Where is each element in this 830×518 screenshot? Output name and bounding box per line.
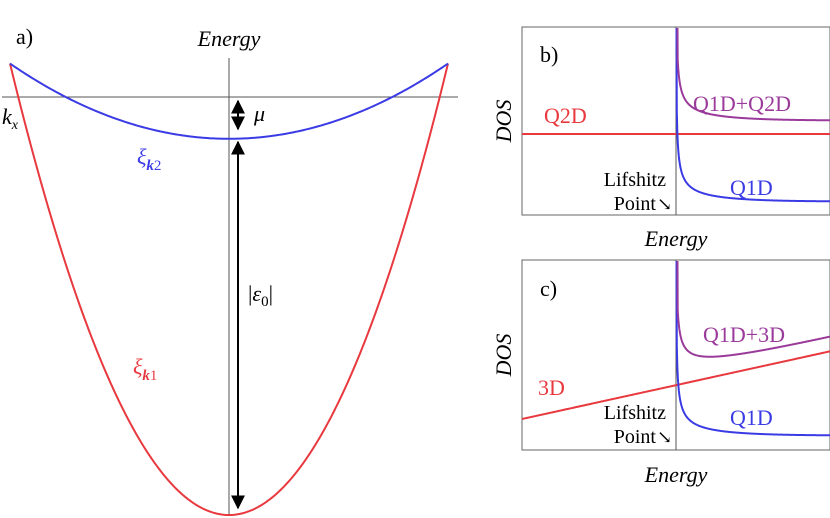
point-label-c: Point — [614, 426, 657, 448]
panel-b-ylabel: DOS — [491, 100, 516, 144]
panel-c: c) DOS Energy 3D Q1D Q1D+3D Lifshitz Poi… — [491, 259, 830, 487]
panel-a-ylabel: Energy — [197, 26, 261, 51]
panel-b-xlabel: Energy — [644, 226, 708, 251]
3d-curve — [521, 350, 830, 420]
point-arrow-b: ↘ — [657, 194, 672, 214]
q1d-curve — [675, 27, 830, 203]
lifshitz-label-b: Lifshitz — [604, 169, 666, 191]
q1d-plus-q2d-curve — [676, 27, 830, 122]
q1d-plus-q2d-label: Q1D+Q2D — [693, 91, 791, 116]
panel-a-xlabel: kx — [2, 104, 19, 133]
q2d-label: Q2D — [544, 103, 587, 128]
eps0-label: |ε0| — [248, 281, 273, 310]
panel-c-ylabel: DOS — [491, 334, 516, 378]
xi2-label: ξk2 — [137, 144, 161, 174]
xi1-label: ξk1 — [133, 354, 157, 384]
panel-a-label: a) — [16, 24, 33, 49]
3d-label: 3D — [538, 375, 565, 400]
panel-b: b) DOS Energy Q2D Q1D Q1D+Q2D Lifshitz P… — [491, 26, 830, 251]
q1d-curve-c — [675, 260, 830, 437]
panel-b-label: b) — [540, 42, 558, 67]
point-arrow-c: ↘ — [657, 427, 672, 447]
panel-a: a) Energy kx μ |ε0| ξk2 ξk1 — [2, 24, 458, 517]
q1d-plus-3d-curve — [676, 260, 830, 358]
q1d-label: Q1D — [730, 175, 773, 200]
xi1-curve — [9, 63, 449, 517]
xi2-curve — [9, 62, 449, 140]
q1d-label-c: Q1D — [730, 405, 773, 430]
panel-c-label: c) — [540, 276, 557, 301]
lifshitz-label-c: Lifshitz — [604, 402, 666, 424]
q1d-plus-3d-label: Q1D+3D — [703, 322, 785, 347]
mu-label: μ — [253, 101, 265, 126]
point-label-b: Point — [614, 193, 657, 215]
panel-c-xlabel: Energy — [644, 462, 708, 487]
